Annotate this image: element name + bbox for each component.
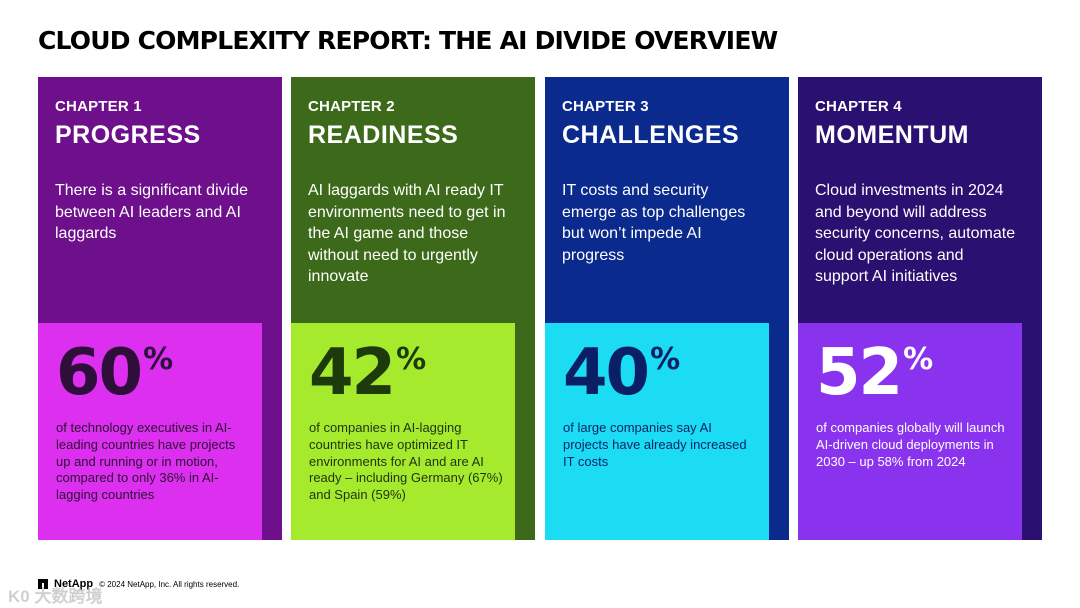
page-title: CLOUD COMPLEXITY REPORT: THE AI DIVIDE O… <box>38 26 778 55</box>
stat-number: 42 <box>309 336 396 410</box>
netapp-logo-text: NetApp <box>54 578 94 590</box>
stat-number: 52 <box>816 336 903 410</box>
chapter-heading: PROGRESS <box>55 121 201 149</box>
stat-description: of technology executives in AI-leading c… <box>56 420 236 503</box>
chapter-heading: CHALLENGES <box>562 121 740 149</box>
stat-description: of companies globally will launch AI-dri… <box>816 420 1005 469</box>
chapter-label: CHAPTER 2 <box>308 98 395 115</box>
stat-percent: % <box>396 342 426 377</box>
chapter-description: There is a significant divide between AI… <box>55 182 248 242</box>
chapter-card-challenges: CHAPTER 3 CHALLENGES IT costs and securi… <box>545 77 789 540</box>
stat-box: 52% of companies globally will launch AI… <box>798 323 1022 540</box>
watermark: K0 大数跨境 <box>8 587 103 606</box>
chapter-card-progress: CHAPTER 1 PROGRESS There is a significan… <box>38 77 282 540</box>
chapter-label: CHAPTER 4 <box>815 98 902 115</box>
chapter-card-momentum: CHAPTER 4 MOMENTUM Cloud investments in … <box>798 77 1042 540</box>
stat-box: 40% of large companies say AI projects h… <box>545 323 769 540</box>
stat-box: 42% of companies in AI-lagging countries… <box>291 323 515 540</box>
stat-description: of large companies say AI projects have … <box>563 420 747 469</box>
stat-value: 60% <box>56 341 173 405</box>
chapter-heading: MOMENTUM <box>815 121 969 149</box>
stat-percent: % <box>143 342 173 377</box>
stat-value: 40% <box>563 341 680 405</box>
stat-percent: % <box>903 342 933 377</box>
chapter-card-readiness: CHAPTER 2 READINESS AI laggards with AI … <box>291 77 535 540</box>
stat-value: 52% <box>816 341 933 405</box>
stat-description: of companies in AI-lagging countries hav… <box>309 420 503 503</box>
footer: NetApp © 2024 NetApp, Inc. All rights re… <box>38 578 239 590</box>
stat-number: 60 <box>56 336 143 410</box>
chapter-description: Cloud investments in 2024 and beyond wil… <box>815 182 1016 285</box>
stat-number: 40 <box>563 336 650 410</box>
chapter-description: IT costs and security emerge as top chal… <box>562 182 746 264</box>
netapp-logo-icon <box>38 579 48 589</box>
chapter-description: AI laggards with AI ready IT environment… <box>308 182 506 285</box>
stat-box: 60% of technology executives in AI-leadi… <box>38 323 262 540</box>
chapter-label: CHAPTER 1 <box>55 98 142 115</box>
stat-percent: % <box>650 342 680 377</box>
chapter-label: CHAPTER 3 <box>562 98 649 115</box>
stat-value: 42% <box>309 341 426 405</box>
copyright-text: © 2024 NetApp, Inc. All rights reserved. <box>99 579 240 589</box>
chapter-heading: READINESS <box>308 121 459 149</box>
